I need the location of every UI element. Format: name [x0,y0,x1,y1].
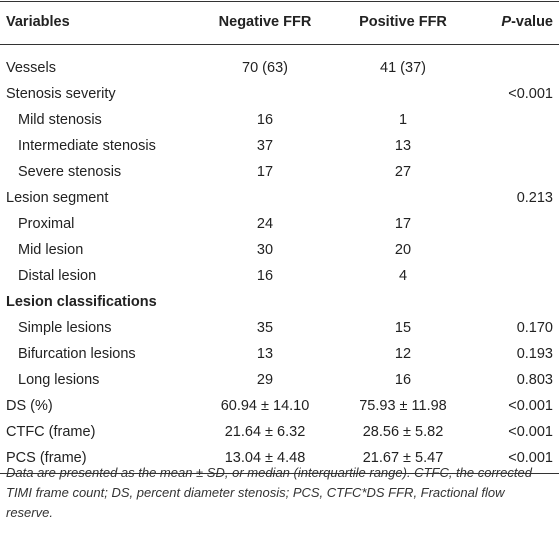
cell: 17 [394,216,412,232]
cell: Proximal [18,216,75,232]
cell: 75.93 ± 11.98 [359,398,447,414]
cell: 13 [256,346,274,362]
cell: PCS (frame) [6,450,87,466]
header-row: Variables Negative FFR Positive FFR P-va… [0,6,559,38]
cell: 27 [394,164,412,180]
header-cell: Positive FFR [359,14,447,30]
cell: 21.64 ± 6.32 [224,424,306,440]
cell: 41 (37) [380,60,426,76]
table-row: Lesion classifications [0,289,559,315]
cell: Vessels [6,60,56,76]
cell: DS (%) [6,398,53,414]
cell: 60.94 ± 14.10 [220,398,310,414]
cell: Severe stenosis [18,164,122,180]
table-row: DS (%) 60.94 ± 14.10 75.93 ± 11.98 <0.001 [0,393,559,419]
header-cell: P-value [501,6,553,38]
cell: <0.001 [508,450,553,466]
cell: <0.001 [508,424,553,440]
cell: Lesion classifications [6,294,157,310]
table-row: Lesion segment 0.213 [0,185,559,211]
cell: Distal lesion [18,268,97,284]
cell: 30 [256,242,274,258]
bottom-rule [0,473,559,474]
table-row: Vessels 70 (63) 41 (37) [0,55,559,81]
table-row: Bifurcation lesions 13 12 0.193 [0,341,559,367]
cell: 16 [256,112,274,128]
cell: 12 [394,346,412,362]
table-row: Distal lesion 16 4 [0,263,559,289]
cell: 24 [256,216,274,232]
cell: 29 [256,372,274,388]
table-row: Proximal 24 17 [0,211,559,237]
cell: 21.67 ± 5.47 [362,450,444,466]
header-cell: Negative FFR [218,14,312,30]
cell: 35 [256,320,274,336]
cell: 13.04 ± 4.48 [224,450,306,466]
header-cell: Variables [6,14,70,30]
header-rule [0,44,559,45]
cell: 13 [394,138,412,154]
cell: 20 [394,242,412,258]
table-row: Severe stenosis 17 27 [0,159,559,185]
cell: Simple lesions [18,320,112,336]
cell: CTFC (frame) [6,424,96,440]
header-italic: P [501,14,512,30]
cell: 1 [398,112,408,128]
table-row: Intermediate stenosis 37 13 [0,133,559,159]
header-text: -value [511,14,553,30]
cell: Long lesions [18,372,100,388]
cell: 70 (63) [242,60,288,76]
table-row: Long lesions 29 16 0.803 [0,367,559,393]
cell: 0.193 [516,346,553,362]
cell: 16 [394,372,412,388]
top-rule [0,1,559,2]
cell: 15 [394,320,412,336]
table-row: Mild stenosis 16 1 [0,107,559,133]
table-row: Simple lesions 35 15 0.170 [0,315,559,341]
cell: 0.213 [516,190,553,206]
footnote: Data are presented as the mean ± SD, or … [6,465,532,520]
cell: <0.001 [508,86,553,102]
cell: Mid lesion [18,242,84,258]
table-row: Mid lesion 30 20 [0,237,559,263]
cell: <0.001 [508,398,553,414]
cell: Intermediate stenosis [18,138,156,154]
table-row: CTFC (frame) 21.64 ± 6.32 28.56 ± 5.82 <0.0… [0,419,559,445]
cell: 37 [256,138,274,154]
table-row: Stenosis severity <0.001 [0,81,559,107]
cell: 4 [398,268,408,284]
cell: Lesion segment [6,190,109,206]
cell: 17 [256,164,274,180]
cell: 0.170 [516,320,553,336]
cell: Mild stenosis [18,112,102,128]
table-row: PCS (frame) 13.04 ± 4.48 21.67 ± 5.47 <0.00… [0,445,559,471]
cell: Bifurcation lesions [18,346,136,362]
cell: 28.56 ± 5.82 [362,424,444,440]
cell: Stenosis severity [6,86,116,102]
cell: 16 [256,268,274,284]
cell: 0.803 [516,372,553,388]
